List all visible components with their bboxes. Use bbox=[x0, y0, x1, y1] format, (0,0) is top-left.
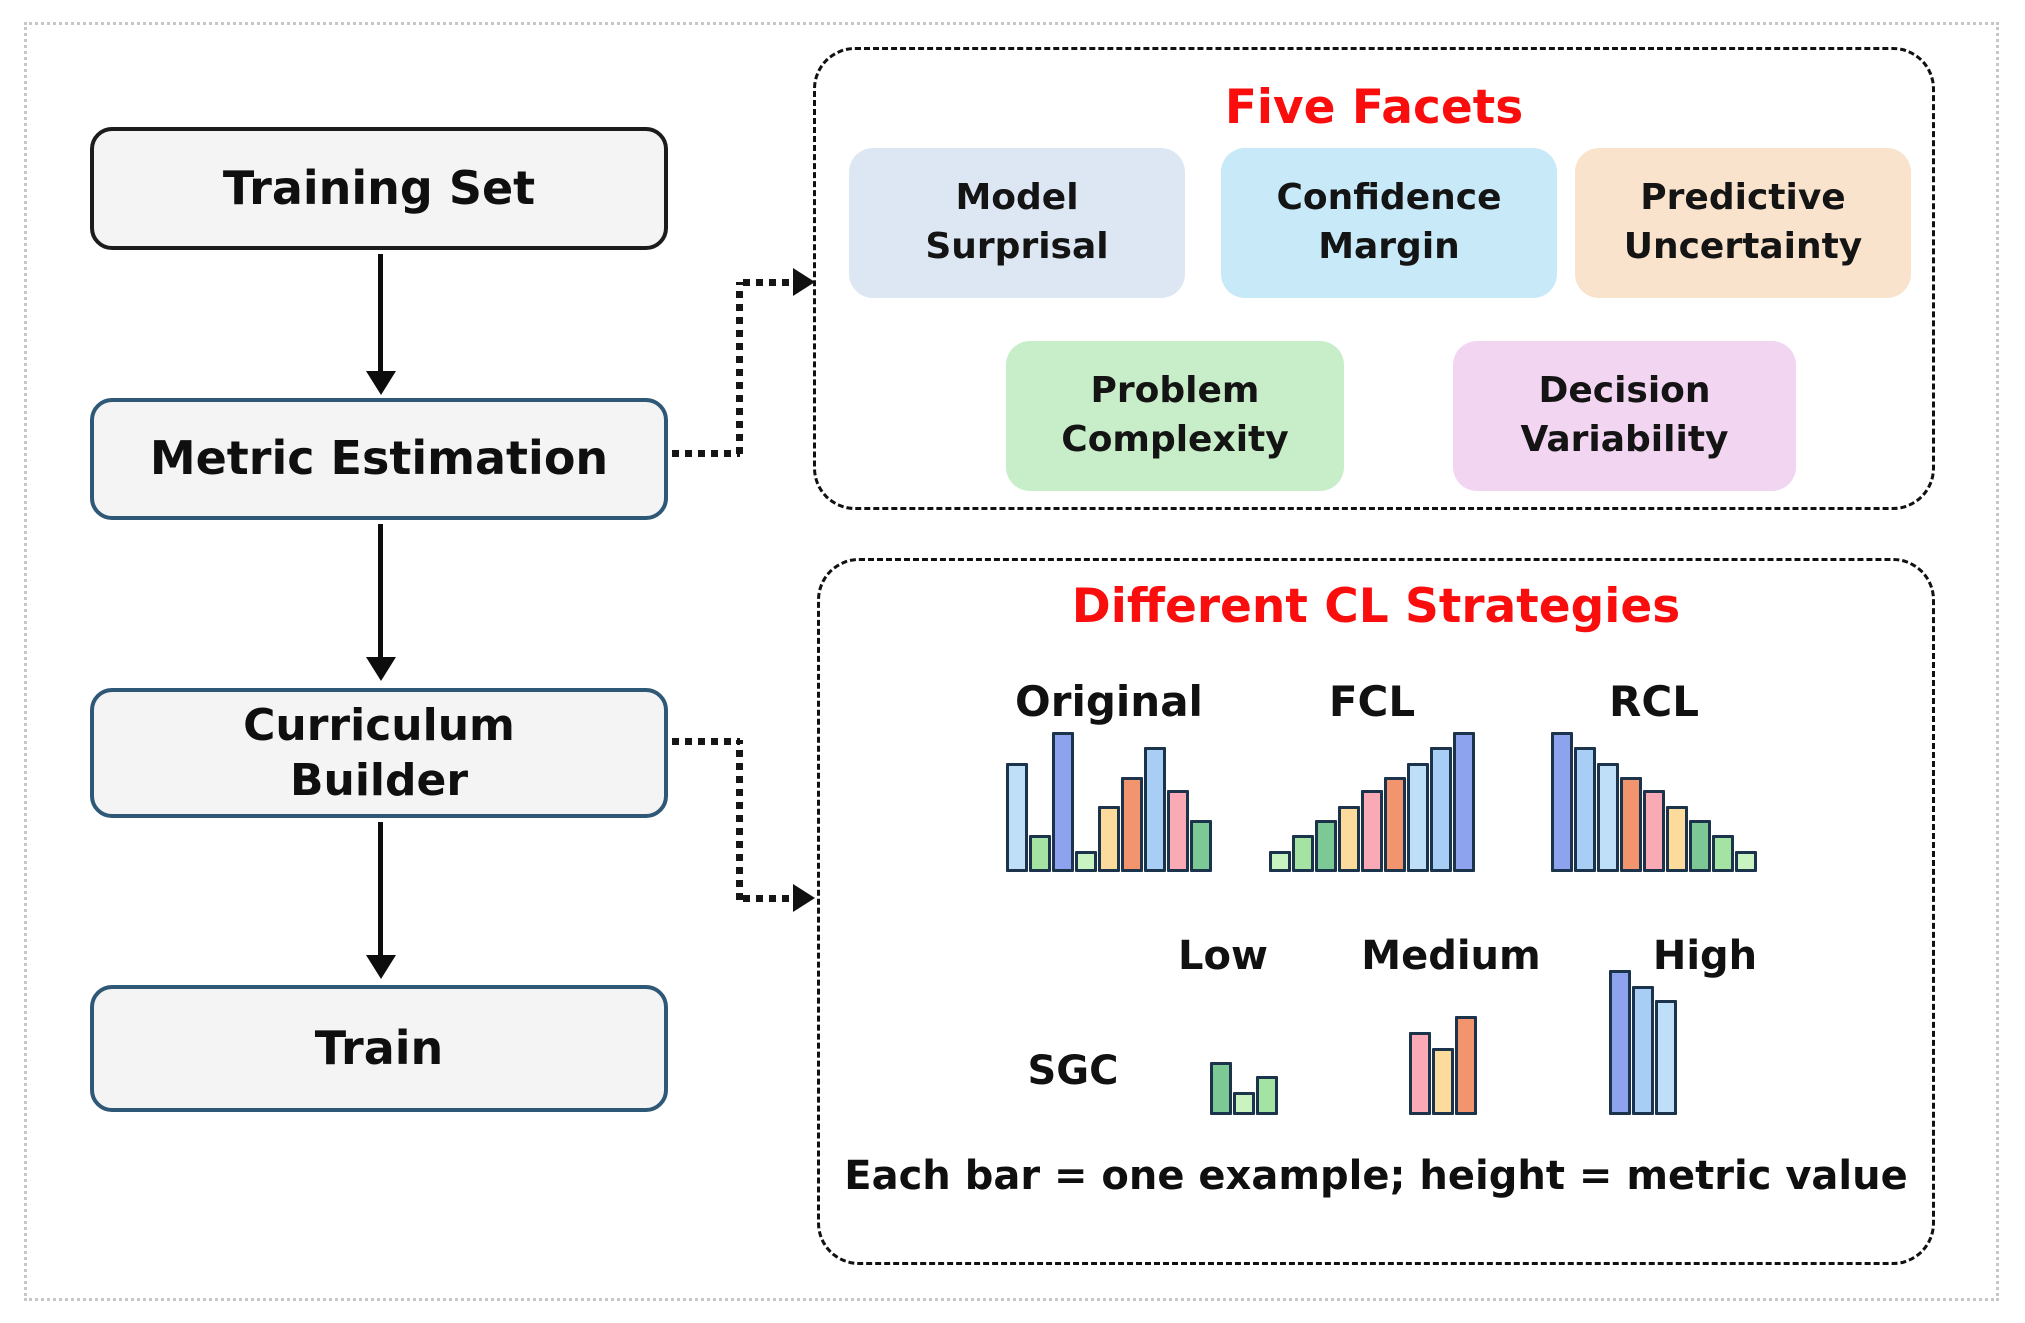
bar-chart-sgc-high bbox=[1609, 970, 1677, 1115]
node-training-set-label: Training Set bbox=[222, 160, 536, 215]
bar-example bbox=[1052, 732, 1074, 872]
node-curriculum-builder: Curriculum Builder bbox=[90, 688, 668, 818]
bar-example bbox=[1632, 986, 1654, 1115]
bar-chart-fcl bbox=[1269, 732, 1475, 872]
facet-chip-problem-complexity: Problem Complexity bbox=[1006, 341, 1344, 491]
connector-curriculum-strategies-arrowhead-icon bbox=[793, 884, 815, 912]
bar-example bbox=[1384, 777, 1406, 872]
connector-metric-facets-arrowhead-icon bbox=[793, 268, 815, 296]
sgc-row-label: SGC bbox=[1027, 1048, 1119, 1094]
bar-example bbox=[1098, 806, 1120, 872]
bar-example bbox=[1361, 790, 1383, 872]
connector-curriculum-strategies-seg3 bbox=[743, 895, 797, 902]
bar-chart-original bbox=[1006, 732, 1212, 872]
bar-example bbox=[1210, 1062, 1232, 1115]
bar-example bbox=[1233, 1092, 1255, 1115]
chart-label-low: Low bbox=[1178, 933, 1268, 979]
chart-label-medium: Medium bbox=[1361, 933, 1541, 979]
chart-label-fcl: FCL bbox=[1328, 677, 1416, 726]
bar-example bbox=[1655, 1000, 1677, 1115]
bar-chart-sgc-low bbox=[1210, 1062, 1278, 1115]
bar-example bbox=[1551, 732, 1573, 872]
bar-example bbox=[1292, 835, 1314, 872]
node-curriculum-builder-label: Curriculum Builder bbox=[243, 700, 515, 806]
five-facets-title: Five Facets bbox=[1224, 80, 1524, 135]
facet-chip-confidence-margin: Confidence Margin bbox=[1221, 148, 1557, 298]
bar-example bbox=[1735, 851, 1757, 872]
bar-example bbox=[1430, 747, 1452, 872]
bar-example bbox=[1455, 1016, 1477, 1115]
arrow-training-to-metric bbox=[378, 254, 383, 372]
bar-example bbox=[1453, 732, 1475, 872]
connector-metric-facets-seg1 bbox=[672, 450, 740, 457]
bar-example bbox=[1315, 820, 1337, 872]
bar-example bbox=[1006, 763, 1028, 872]
node-training-set: Training Set bbox=[90, 127, 668, 250]
bar-example bbox=[1712, 835, 1734, 872]
bar-example bbox=[1269, 851, 1291, 872]
connector-curriculum-strategies-seg2 bbox=[736, 740, 743, 900]
bar-example bbox=[1256, 1076, 1278, 1115]
bar-example bbox=[1407, 763, 1429, 872]
chart-label-rcl: RCL bbox=[1609, 677, 1699, 726]
connector-curriculum-strategies-seg1 bbox=[672, 738, 740, 745]
bar-example bbox=[1190, 820, 1212, 872]
facet-chip-predictive-uncertainty: Predictive Uncertainty bbox=[1575, 148, 1911, 298]
bar-example bbox=[1597, 763, 1619, 872]
arrow-metric-to-curriculum bbox=[378, 524, 383, 658]
bar-example bbox=[1432, 1048, 1454, 1115]
connector-metric-facets-seg2 bbox=[736, 282, 743, 454]
arrow-curriculum-to-train bbox=[378, 822, 383, 956]
node-metric-estimation: Metric Estimation bbox=[90, 398, 668, 520]
chart-label-high: High bbox=[1652, 933, 1758, 979]
node-train: Train bbox=[90, 985, 668, 1112]
bar-legend-caption: Each bar = one example; height = metric … bbox=[844, 1153, 1908, 1199]
bar-example bbox=[1643, 790, 1665, 872]
bar-chart-sgc-medium bbox=[1409, 1016, 1477, 1115]
bar-example bbox=[1167, 790, 1189, 872]
bar-example bbox=[1666, 806, 1688, 872]
bar-example bbox=[1609, 970, 1631, 1115]
bar-example bbox=[1620, 777, 1642, 872]
bar-chart-rcl bbox=[1551, 732, 1757, 872]
connector-metric-facets-seg3 bbox=[743, 279, 797, 286]
bar-example bbox=[1121, 777, 1143, 872]
bar-example bbox=[1144, 747, 1166, 872]
cl-strategies-panel: Different CL Strategies Original FCL RCL… bbox=[817, 558, 1935, 1265]
bar-example bbox=[1574, 747, 1596, 872]
bar-example bbox=[1029, 835, 1051, 872]
facet-chip-decision-variability: Decision Variability bbox=[1453, 341, 1796, 491]
node-metric-estimation-label: Metric Estimation bbox=[149, 431, 609, 486]
cl-strategies-title: Different CL Strategies bbox=[1071, 579, 1681, 634]
bar-example bbox=[1338, 806, 1360, 872]
bar-example bbox=[1689, 820, 1711, 872]
facet-chip-model-surprisal: Model Surprisal bbox=[849, 148, 1185, 298]
five-facets-panel: Five Facets Model Surprisal Confidence M… bbox=[813, 47, 1935, 510]
bar-example bbox=[1409, 1032, 1431, 1115]
bar-example bbox=[1075, 851, 1097, 872]
node-train-label: Train bbox=[314, 1020, 444, 1075]
chart-label-original: Original bbox=[1015, 677, 1203, 726]
